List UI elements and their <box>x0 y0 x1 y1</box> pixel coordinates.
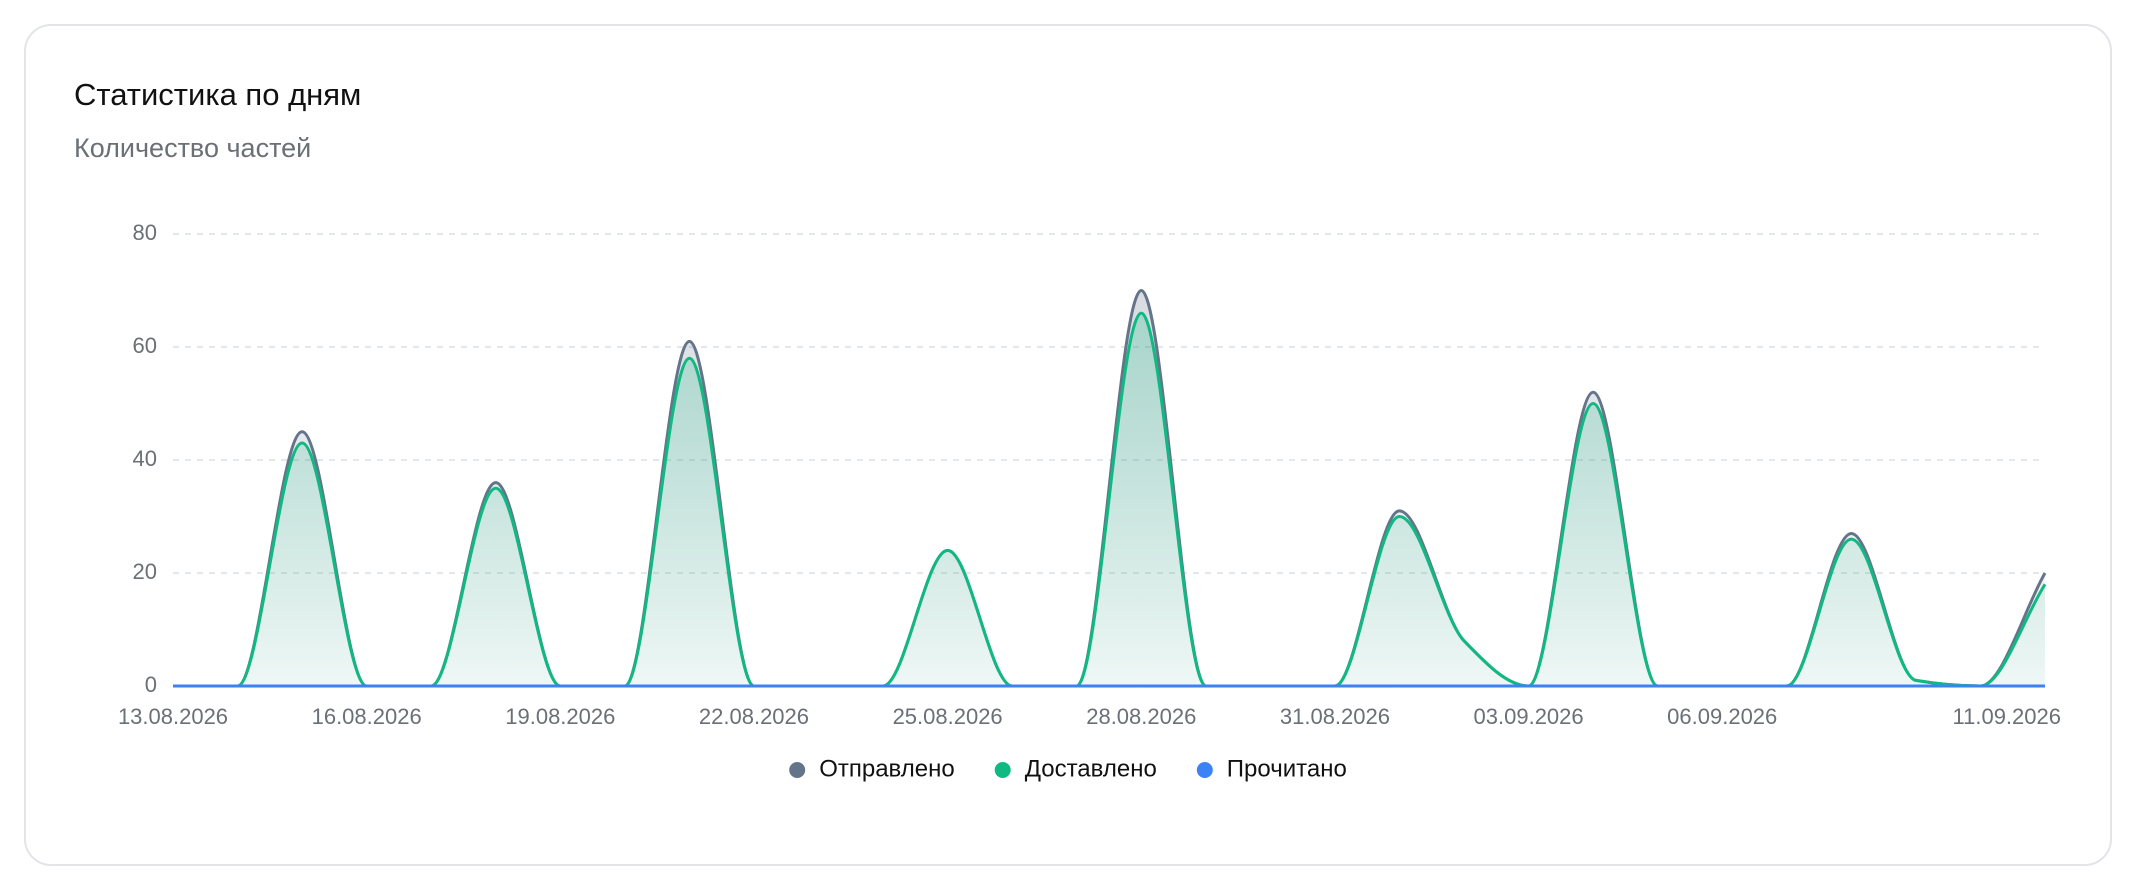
card <box>24 24 2112 866</box>
x-tick-label: 16.08.2026 <box>312 704 422 729</box>
x-tick-label: 11.09.2026 <box>1953 704 2061 729</box>
x-tick-label: 31.08.2026 <box>1280 704 1390 729</box>
area <box>173 313 2045 686</box>
chart-subtitle: Количество частей <box>74 133 311 163</box>
y-tick-label: 20 <box>133 559 157 584</box>
y-tick-label: 60 <box>133 333 157 358</box>
x-tick-label: 25.08.2026 <box>893 704 1003 729</box>
legend-label: Отправлено <box>819 755 955 782</box>
chart-title: Статистика по дням <box>74 77 361 112</box>
legend-label: Прочитано <box>1227 755 1347 782</box>
x-tick-label: 22.08.2026 <box>699 704 809 729</box>
legend-marker <box>1196 762 1213 778</box>
y-tick-label: 0 <box>145 672 157 697</box>
x-tick-label: 13.08.2026 <box>118 704 228 729</box>
legend-marker <box>789 762 806 778</box>
x-tick-label: 03.09.2026 <box>1474 704 1584 729</box>
x-tick-label: 19.08.2026 <box>505 704 615 729</box>
y-tick-label: 40 <box>133 446 157 471</box>
legend-marker <box>994 762 1011 778</box>
y-tick-label: 80 <box>133 220 157 245</box>
legend-label: Доставлено <box>1025 755 1157 782</box>
x-tick-label: 06.09.2026 <box>1667 704 1777 729</box>
x-tick-label: 28.08.2026 <box>1086 704 1196 729</box>
